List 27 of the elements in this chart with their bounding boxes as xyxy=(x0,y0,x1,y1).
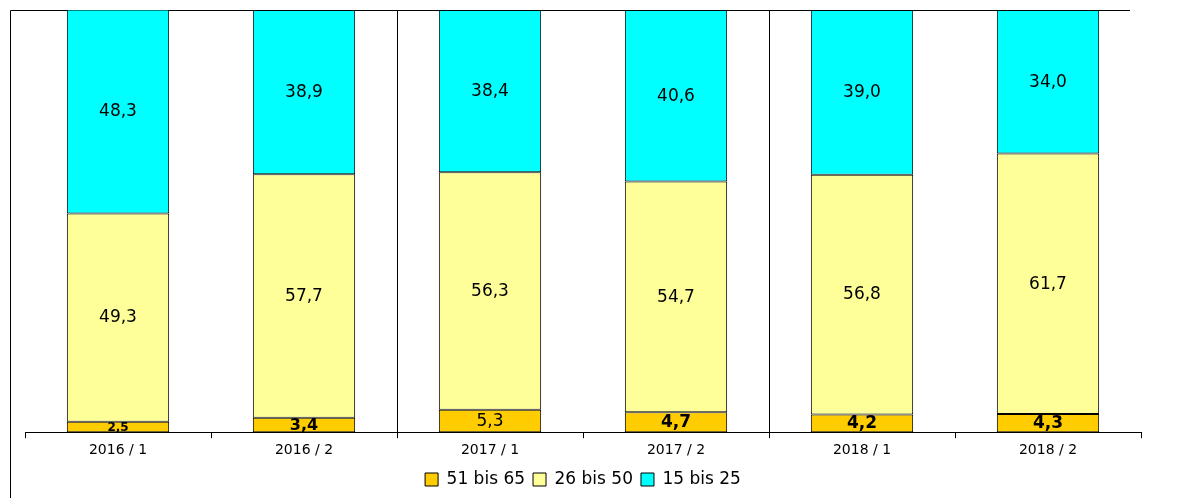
data-label: 39,0 xyxy=(843,81,881,102)
data-label: 56,8 xyxy=(843,283,881,304)
x-tick-label: 2018 / 1 xyxy=(832,441,892,458)
x-tick-label: 2016 / 1 xyxy=(88,441,148,458)
legend-label: 51 bis 65 xyxy=(446,467,526,488)
legend-label: 26 bis 50 xyxy=(554,467,633,488)
x-tick-label: 2018 / 2 xyxy=(1018,441,1078,458)
legend-label: 15 bis 25 xyxy=(662,467,741,488)
x-tick-label: 2016 / 2 xyxy=(274,441,334,458)
data-label: 61,7 xyxy=(1029,272,1067,293)
data-label: 38,9 xyxy=(285,81,323,102)
data-label: 2,5 xyxy=(107,419,129,434)
data-label: 54,7 xyxy=(657,285,695,306)
data-label: 4,7 xyxy=(660,411,692,432)
data-label: 48,3 xyxy=(99,100,137,121)
data-label: 34,0 xyxy=(1029,70,1067,91)
x-tick-label: 2017 / 2 xyxy=(646,441,706,458)
data-label: 57,7 xyxy=(285,284,323,305)
data-label: 49,3 xyxy=(99,306,137,327)
data-label: 40,6 xyxy=(657,84,695,105)
x-tick-label: 2017 / 1 xyxy=(460,441,520,458)
data-label: 56,3 xyxy=(471,279,509,300)
data-label: 5,3 xyxy=(476,409,504,430)
data-label: 3,4 xyxy=(289,414,319,434)
data-label: 4,3 xyxy=(1032,412,1064,433)
data-label: 38,4 xyxy=(471,79,509,100)
data-label: 4,2 xyxy=(846,412,878,433)
